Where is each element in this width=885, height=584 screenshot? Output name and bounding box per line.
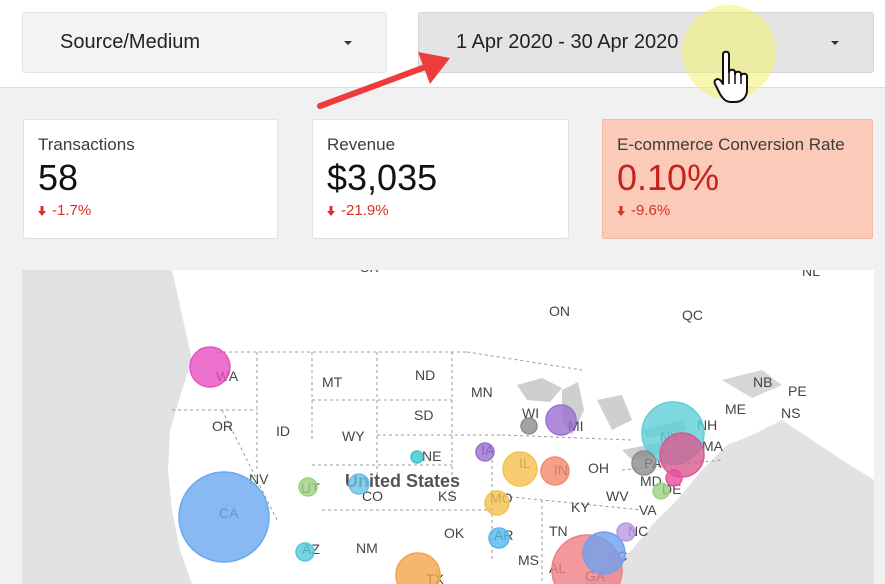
map-country-label: United States (345, 471, 460, 491)
scorecard-conversion-rate[interactable]: E-commerce Conversion Rate 0.10% -9.6% (602, 119, 873, 239)
map-bubble-in[interactable] (540, 456, 570, 486)
date-range-label: 1 Apr 2020 - 30 Apr 2020 (456, 31, 679, 53)
map-label-nb: NB (753, 374, 772, 390)
scorecard-title: E-commerce Conversion Rate (617, 135, 845, 154)
map-bubble-de[interactable] (652, 482, 670, 500)
chevron-down-icon (344, 41, 352, 45)
delta-text: -1.7% (52, 202, 92, 219)
map-label-me: ME (725, 401, 746, 417)
scorecard-title: Transactions (38, 135, 135, 154)
map-label-mn: MN (471, 384, 493, 400)
delta-text: -9.6% (631, 202, 671, 219)
scorecard-delta: -9.6% (617, 202, 858, 219)
map-label-oh: OH (588, 460, 609, 476)
map-label-on: ON (549, 303, 570, 319)
map-bubble-sc[interactable] (582, 531, 626, 575)
map-label-ma: MA (702, 438, 724, 454)
dropdown-label: Source/Medium (60, 31, 201, 53)
map-bubble-pa[interactable] (631, 450, 657, 476)
map-label-sk: SK (360, 270, 379, 275)
map-bubble-ca[interactable] (178, 471, 270, 563)
scorecard-transactions[interactable]: Transactions 58 -1.7% (23, 119, 278, 239)
map-label-ne: NE (422, 448, 441, 464)
map-bubble-ut[interactable] (298, 477, 318, 497)
delta-text: -21.9% (341, 202, 389, 219)
map-label-mt: MT (322, 374, 343, 390)
map-label-ns: NS (781, 405, 800, 421)
map-bubble-wa[interactable] (189, 346, 231, 388)
map-label-wi: WI (522, 405, 539, 421)
source-medium-dropdown[interactable]: Source/Medium (22, 12, 387, 73)
arrow-down-icon (38, 205, 46, 216)
scorecard-value: $3,035 (327, 157, 438, 198)
map-label-wv: WV (606, 488, 629, 504)
map-label-qc: QC (682, 307, 703, 323)
map-label-nd: ND (415, 367, 435, 383)
map-bubble-md[interactable] (665, 469, 683, 487)
red-arrow-icon (317, 52, 450, 109)
map-bubble-il[interactable] (502, 451, 538, 487)
map-bubble-mi[interactable] (545, 404, 577, 436)
date-range-dropdown[interactable]: 1 Apr 2020 - 30 Apr 2020 (418, 12, 874, 73)
map-label-id: ID (276, 423, 290, 439)
map-label-ok: OK (444, 525, 465, 541)
map-label-or: OR (212, 418, 233, 434)
map-label-nl: NL (802, 270, 820, 279)
map-label-tn: TN (549, 523, 568, 539)
map-label-wy: WY (342, 428, 365, 444)
scorecard-value: 58 (38, 157, 79, 198)
map-canvas[interactable]: NLONQCNBPENSMEWAMTNDMNORIDSDWYWIMINYNHMA… (22, 270, 874, 584)
scorecard-title: Revenue (327, 135, 396, 154)
chevron-down-icon (831, 41, 839, 45)
map-bubble-ia[interactable] (475, 442, 495, 462)
map-bubble-wi[interactable] (520, 417, 538, 435)
map-label-pe: PE (788, 383, 807, 399)
scorecard-revenue[interactable]: Revenue $3,035 -21.9% (312, 119, 569, 239)
arrow-down-icon (617, 205, 625, 216)
map-bubble-ne[interactable] (410, 450, 424, 464)
map-label-co: CO (362, 488, 383, 504)
map-bubble-az[interactable] (295, 542, 315, 562)
map-bubble-tx[interactable] (395, 552, 441, 584)
map-label-ky: KY (571, 499, 590, 515)
map-bubble-mo[interactable] (484, 490, 510, 516)
map-label-va: VA (639, 502, 657, 518)
scorecard-delta: -1.7% (38, 202, 263, 219)
geo-map[interactable]: NLONQCNBPENSMEWAMTNDMNORIDSDWYWIMINYNHMA… (22, 270, 874, 584)
map-bubble-nc[interactable] (616, 522, 636, 542)
hand-pointer-icon (713, 50, 748, 103)
scorecard-value: 0.10% (617, 157, 720, 198)
map-bubble-co[interactable] (348, 473, 370, 495)
map-label-sd: SD (414, 407, 433, 423)
map-label-ks: KS (438, 488, 457, 504)
map-label-ms: MS (518, 552, 539, 568)
map-label-nm: NM (356, 540, 378, 556)
map-bubble-ar[interactable] (488, 527, 510, 549)
arrow-down-icon (327, 205, 335, 216)
map-bubble-ma[interactable] (659, 432, 705, 478)
scorecard-delta: -21.9% (327, 202, 554, 219)
